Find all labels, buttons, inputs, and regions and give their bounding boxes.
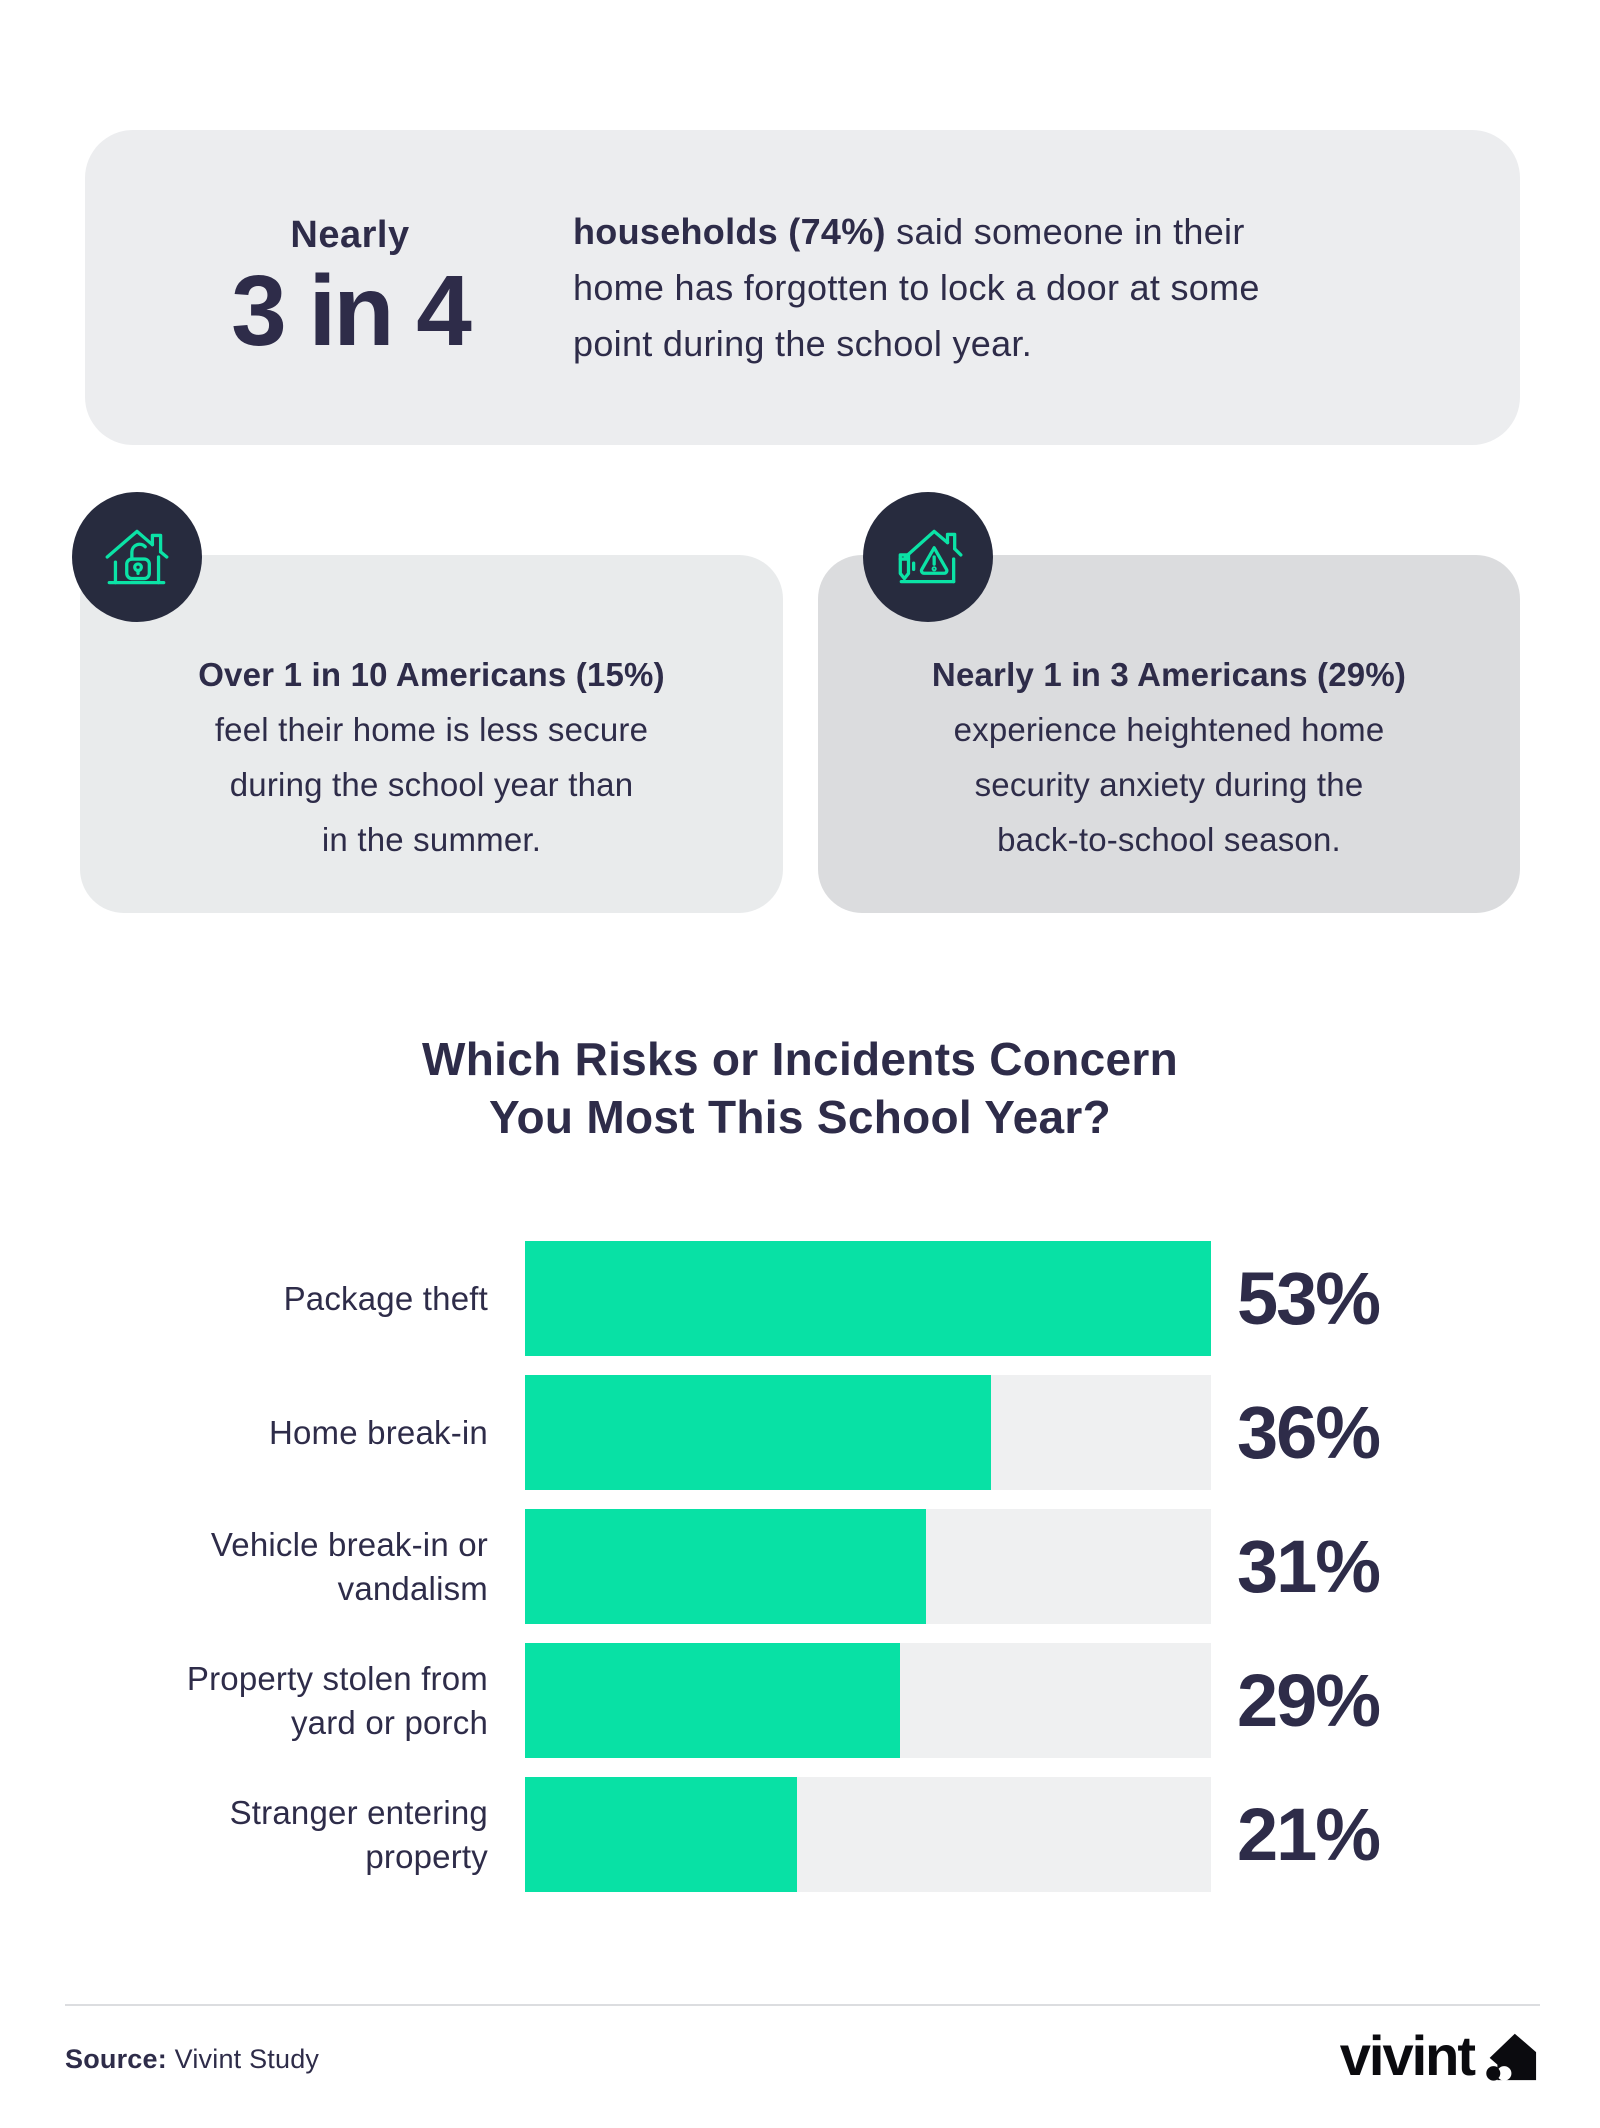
- chart-title: Which Risks or Incidents Concern You Mos…: [0, 1030, 1600, 1146]
- chart-row-package-theft: Package theft 53%: [130, 1241, 1470, 1356]
- card-line: during the school year than: [229, 766, 634, 803]
- bar-label: Home break-in: [268, 1413, 488, 1451]
- bar-fill: [525, 1777, 797, 1892]
- vivint-house-icon: [1486, 2033, 1537, 2081]
- chart-row-property-stolen: Property stolen from yard or porch 29%: [130, 1643, 1470, 1758]
- top-card-paragraph: households (74%) said someone in their h…: [573, 204, 1260, 372]
- card-line: security anxiety during the: [974, 766, 1364, 803]
- bar-label: Vehicle break-in or vandalism: [210, 1525, 488, 1607]
- bar-track: [525, 1241, 1211, 1356]
- chart-title-line1: Which Risks or Incidents Concern: [422, 1033, 1178, 1085]
- bar-fill: [525, 1375, 991, 1490]
- card-bold-line: Over 1 in 10 Americans (15%): [198, 656, 665, 693]
- top-stat-card: Nearly 3 in 4 households (74%) said some…: [85, 130, 1520, 445]
- stat-card-security-anxiety: Nearly 1 in 3 Americans (29%) experience…: [818, 555, 1520, 913]
- bar-value: 31%: [1237, 1525, 1381, 1608]
- bar-value: 36%: [1237, 1391, 1381, 1474]
- top-card-bold-text: households (74%): [573, 210, 886, 252]
- bar-value: 21%: [1237, 1793, 1381, 1876]
- bar-fill: [525, 1241, 1211, 1356]
- stat-card-school-year-security: Over 1 in 10 Americans (15%) feel their …: [80, 555, 783, 913]
- source-note: Source: Vivint Study: [65, 2044, 319, 2075]
- chart-title-line2: You Most This School Year?: [488, 1091, 1112, 1143]
- source-value: Vivint Study: [166, 2044, 320, 2074]
- source-label: Source:: [65, 2044, 167, 2074]
- card-line: feel their home is less secure: [214, 711, 649, 748]
- bar-fill: [525, 1643, 901, 1758]
- bar-fill: [525, 1509, 927, 1624]
- footer-divider: [65, 2004, 1540, 2006]
- card-line: back-to-school season.: [997, 821, 1341, 858]
- bar-track: [525, 1777, 1211, 1892]
- top-card-line1-rest: said someone in their: [885, 210, 1245, 252]
- card-line: in the summer.: [321, 821, 542, 858]
- bar-track: [525, 1643, 1211, 1758]
- top-card-line2: home has forgotten to lock a door at som…: [573, 266, 1260, 308]
- big-stat-block: Nearly 3 in 4: [185, 214, 515, 361]
- chart-row-vehicle-break-in: Vehicle break-in or vandalism 31%: [130, 1509, 1470, 1624]
- stat-big-number: 3 in 4: [231, 255, 472, 367]
- bar-label: Property stolen from yard or porch: [186, 1659, 488, 1741]
- bar-label: Stranger entering property: [229, 1793, 488, 1875]
- card-line: experience heightened home: [953, 711, 1385, 748]
- stat-prefix: Nearly: [290, 214, 410, 256]
- horizontal-bar-chart: Package theft 53% Home break-in 36% Vehi…: [130, 1241, 1470, 1911]
- card-bold-line: Nearly 1 in 3 Americans (29%): [931, 656, 1407, 693]
- bar-value: 53%: [1237, 1257, 1381, 1340]
- bar-value: 29%: [1237, 1659, 1381, 1742]
- bar-track: [525, 1509, 1211, 1624]
- chart-row-stranger-entering: Stranger entering property 21%: [130, 1777, 1470, 1892]
- top-card-line3: point during the school year.: [573, 322, 1032, 364]
- house-alert-pencil-icon: [863, 492, 993, 622]
- chart-row-home-break-in: Home break-in 36%: [130, 1375, 1470, 1490]
- bar-track: [525, 1375, 1211, 1490]
- vivint-wordmark: vivint: [1339, 2024, 1476, 2087]
- vivint-logo: vivint: [1340, 2026, 1538, 2084]
- house-unlocked-icon: [72, 492, 202, 622]
- bar-label: Package theft: [283, 1279, 488, 1317]
